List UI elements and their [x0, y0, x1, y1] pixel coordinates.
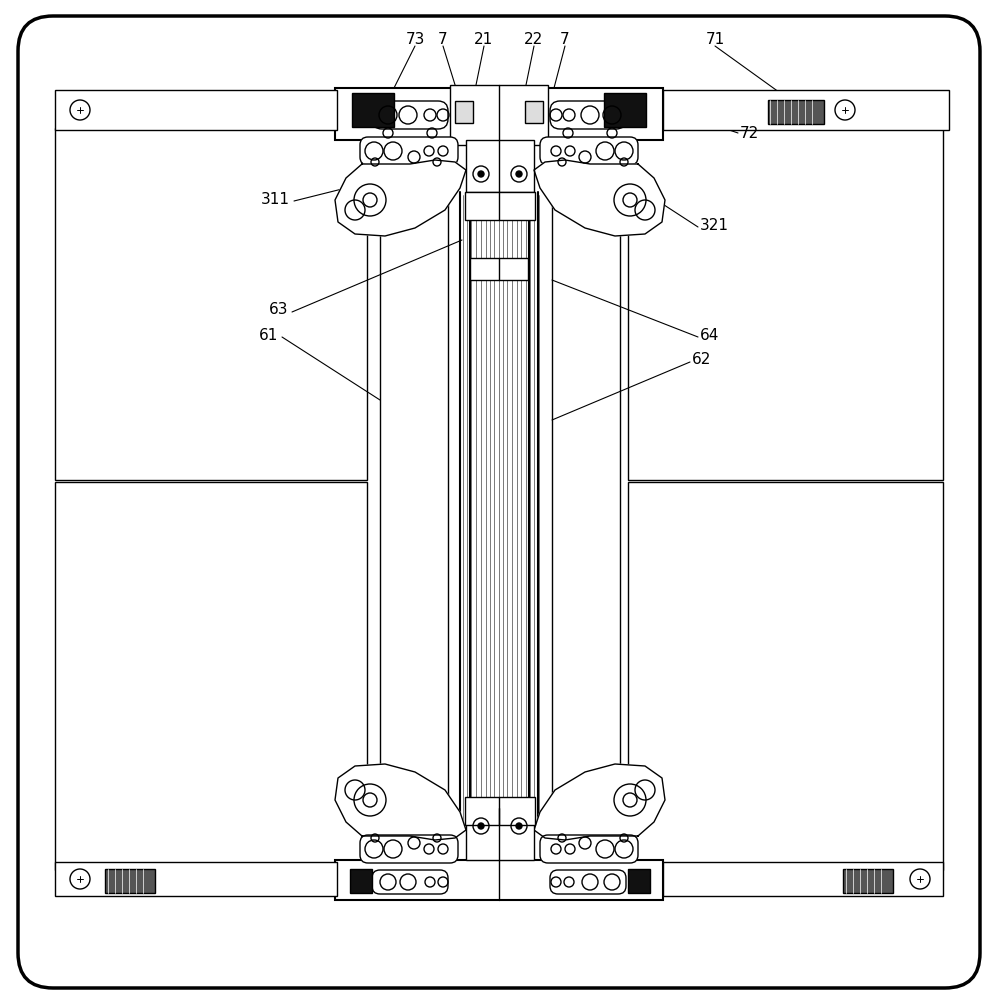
FancyBboxPatch shape — [550, 870, 626, 894]
Polygon shape — [335, 764, 466, 840]
Bar — [470, 258, 528, 280]
Bar — [628, 869, 650, 893]
Bar — [843, 869, 893, 893]
Text: 7: 7 — [560, 32, 570, 47]
Bar — [380, 192, 448, 825]
Text: 71: 71 — [706, 32, 725, 47]
Bar — [105, 869, 155, 893]
Text: 21: 21 — [474, 32, 494, 47]
Text: 73: 73 — [405, 32, 425, 47]
Bar — [55, 862, 337, 896]
Polygon shape — [534, 764, 665, 840]
Polygon shape — [335, 160, 466, 236]
FancyBboxPatch shape — [360, 137, 458, 165]
Text: 311: 311 — [261, 192, 290, 208]
FancyBboxPatch shape — [372, 101, 448, 129]
Bar — [335, 88, 663, 140]
Text: 64: 64 — [700, 328, 720, 342]
Circle shape — [516, 171, 522, 177]
Bar — [663, 90, 949, 130]
Bar — [604, 93, 646, 127]
FancyBboxPatch shape — [360, 835, 458, 863]
Bar — [55, 90, 337, 130]
FancyBboxPatch shape — [550, 101, 626, 129]
Bar — [466, 140, 534, 192]
Bar — [466, 808, 534, 860]
Bar — [335, 860, 663, 900]
Text: 321: 321 — [700, 218, 729, 232]
Bar — [352, 93, 394, 127]
Text: 7: 7 — [438, 32, 448, 47]
Bar — [768, 100, 824, 124]
Text: 72: 72 — [740, 125, 759, 140]
Bar — [455, 101, 473, 123]
Text: 61: 61 — [258, 328, 278, 342]
Text: 22: 22 — [524, 32, 544, 47]
Bar — [628, 128, 943, 480]
Text: 62: 62 — [692, 353, 712, 367]
Bar — [450, 85, 548, 145]
Circle shape — [478, 823, 484, 829]
FancyBboxPatch shape — [18, 16, 980, 988]
Bar — [552, 192, 620, 825]
Polygon shape — [534, 160, 665, 236]
Bar — [55, 128, 367, 480]
Circle shape — [516, 823, 522, 829]
Text: 63: 63 — [268, 302, 288, 318]
Bar — [465, 192, 535, 220]
Bar — [628, 482, 943, 870]
Bar — [663, 862, 943, 896]
FancyBboxPatch shape — [372, 870, 448, 894]
Bar — [350, 869, 372, 893]
Bar — [465, 797, 535, 825]
FancyBboxPatch shape — [540, 137, 638, 165]
FancyBboxPatch shape — [540, 835, 638, 863]
Bar — [525, 101, 543, 123]
Bar — [55, 482, 367, 870]
Circle shape — [478, 171, 484, 177]
